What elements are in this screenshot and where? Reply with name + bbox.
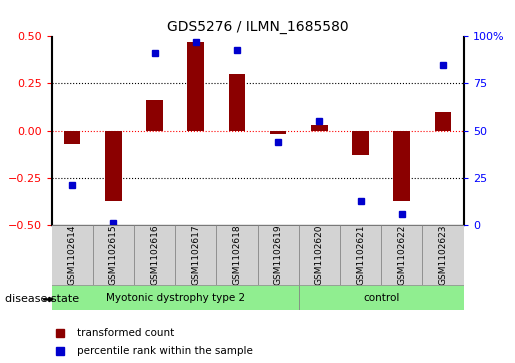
- Text: disease state: disease state: [5, 294, 79, 305]
- FancyBboxPatch shape: [340, 225, 381, 285]
- Text: GSM1102619: GSM1102619: [273, 225, 283, 285]
- Text: control: control: [363, 293, 399, 303]
- Title: GDS5276 / ILMN_1685580: GDS5276 / ILMN_1685580: [167, 20, 348, 34]
- FancyBboxPatch shape: [93, 225, 134, 285]
- FancyBboxPatch shape: [381, 225, 422, 285]
- Bar: [352, 131, 369, 155]
- Text: GSM1102623: GSM1102623: [438, 225, 448, 285]
- Bar: [64, 131, 80, 144]
- Text: GSM1102621: GSM1102621: [356, 225, 365, 285]
- Text: GSM1102618: GSM1102618: [232, 225, 242, 285]
- FancyBboxPatch shape: [134, 225, 175, 285]
- FancyBboxPatch shape: [422, 225, 464, 285]
- Text: GSM1102617: GSM1102617: [191, 225, 200, 285]
- Text: GSM1102616: GSM1102616: [150, 225, 159, 285]
- FancyBboxPatch shape: [52, 285, 299, 310]
- FancyBboxPatch shape: [299, 225, 340, 285]
- Text: percentile rank within the sample: percentile rank within the sample: [77, 346, 253, 356]
- Bar: [435, 112, 451, 131]
- Bar: [105, 131, 122, 200]
- FancyBboxPatch shape: [216, 225, 258, 285]
- Bar: [229, 74, 245, 131]
- FancyBboxPatch shape: [258, 225, 299, 285]
- Text: GSM1102614: GSM1102614: [67, 225, 77, 285]
- Text: GSM1102620: GSM1102620: [315, 225, 324, 285]
- Text: GSM1102622: GSM1102622: [397, 225, 406, 285]
- Bar: [270, 131, 286, 134]
- Text: Myotonic dystrophy type 2: Myotonic dystrophy type 2: [106, 293, 245, 303]
- Bar: [146, 101, 163, 131]
- Text: transformed count: transformed count: [77, 328, 174, 338]
- Bar: [311, 125, 328, 131]
- Bar: [393, 131, 410, 200]
- Text: GSM1102615: GSM1102615: [109, 225, 118, 285]
- Bar: [187, 42, 204, 131]
- FancyBboxPatch shape: [52, 225, 93, 285]
- FancyBboxPatch shape: [299, 285, 464, 310]
- FancyBboxPatch shape: [175, 225, 216, 285]
